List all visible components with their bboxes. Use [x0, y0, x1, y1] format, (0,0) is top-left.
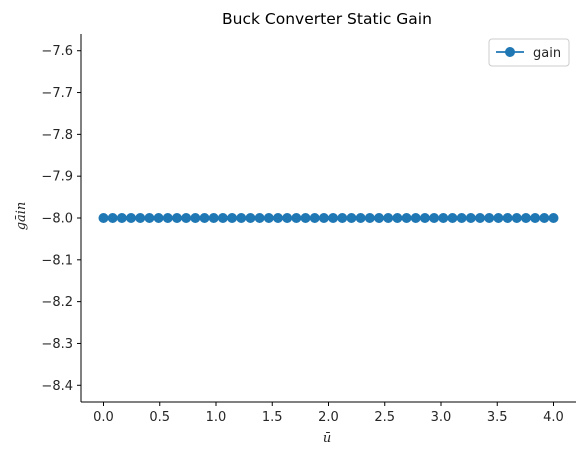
- data-point: [530, 213, 541, 223]
- axes: 0.0 0.5 1.0 1.5 2.0 2.5 3.0 3.5 4.0 −7.6 −7.7 −7.8…: [41, 34, 576, 425]
- data-point: [144, 213, 155, 223]
- data-point: [107, 213, 118, 223]
- legend-label-gain: gain: [533, 46, 561, 61]
- data-point: [199, 213, 210, 223]
- legend: gain: [488, 38, 570, 67]
- data-point: [282, 213, 293, 223]
- x-tick-label: 1.0: [206, 410, 227, 425]
- data-point: [374, 213, 385, 223]
- x-ticks: 0.0 0.5 1.0 1.5 2.0 2.5 3.0 3.5 4.0: [93, 402, 564, 425]
- data-point: [208, 213, 219, 223]
- y-tick-label: −8.2: [41, 295, 73, 310]
- data-point: [162, 213, 173, 223]
- data-point: [465, 213, 476, 223]
- x-tick-label: 2.0: [318, 410, 339, 425]
- x-tick-label: 3.0: [431, 410, 452, 425]
- data-point: [171, 213, 182, 223]
- data-point: [539, 213, 550, 223]
- data-point: [217, 213, 228, 223]
- data-point: [135, 213, 146, 223]
- data-point: [254, 213, 265, 223]
- data-point: [401, 213, 412, 223]
- data-point: [346, 213, 357, 223]
- data-point: [318, 213, 329, 223]
- data-point: [272, 213, 283, 223]
- data-point: [300, 213, 311, 223]
- data-point: [383, 213, 394, 223]
- data-point: [328, 213, 339, 223]
- x-tick-label: 0.0: [93, 410, 114, 425]
- series-layer: [98, 213, 559, 223]
- data-point: [438, 213, 449, 223]
- data-point: [337, 213, 348, 223]
- data-point: [484, 213, 495, 223]
- x-axis-label: ū: [323, 431, 331, 446]
- data-point: [190, 213, 201, 223]
- y-tick-label: −8.3: [41, 337, 73, 352]
- chart-title: Buck Converter Static Gain: [222, 10, 432, 28]
- data-point: [419, 213, 430, 223]
- data-point: [98, 213, 109, 223]
- y-tick-label: −7.9: [41, 170, 73, 185]
- data-point: [309, 213, 320, 223]
- y-tick-label: −7.8: [41, 128, 73, 143]
- data-point: [245, 213, 256, 223]
- data-point: [116, 213, 127, 223]
- x-tick-label: 3.5: [487, 410, 508, 425]
- x-tick-label: 4.0: [543, 410, 564, 425]
- y-tick-label: −8.0: [41, 212, 73, 227]
- legend-marker-sample: [505, 47, 515, 57]
- x-tick-label: 2.5: [374, 410, 395, 425]
- data-point: [364, 213, 375, 223]
- legend-frame: [488, 38, 570, 67]
- y-tick-label: −8.1: [41, 253, 73, 268]
- data-point: [429, 213, 440, 223]
- y-axis-label: gāin: [14, 202, 29, 231]
- data-point: [263, 213, 274, 223]
- data-point: [410, 213, 421, 223]
- data-point: [548, 213, 559, 223]
- data-point: [126, 213, 137, 223]
- data-point: [502, 213, 513, 223]
- y-tick-label: −7.7: [41, 86, 73, 101]
- data-point: [493, 213, 504, 223]
- y-ticks: −7.6 −7.7 −7.8 −7.9 −8.0 −8.1 −8.2 −8.3 −8.4: [41, 44, 81, 394]
- data-point: [520, 213, 531, 223]
- data-point: [355, 213, 366, 223]
- data-point: [475, 213, 486, 223]
- data-point: [153, 213, 164, 223]
- x-tick-label: 1.5: [262, 410, 283, 425]
- y-tick-label: −8.4: [41, 379, 73, 394]
- x-tick-label: 0.5: [149, 410, 170, 425]
- data-point: [291, 213, 302, 223]
- data-point: [392, 213, 403, 223]
- data-point: [227, 213, 238, 223]
- data-point: [181, 213, 192, 223]
- data-point: [447, 213, 458, 223]
- data-point: [456, 213, 467, 223]
- y-tick-label: −7.6: [41, 44, 73, 59]
- data-point: [511, 213, 522, 223]
- data-point: [236, 213, 247, 223]
